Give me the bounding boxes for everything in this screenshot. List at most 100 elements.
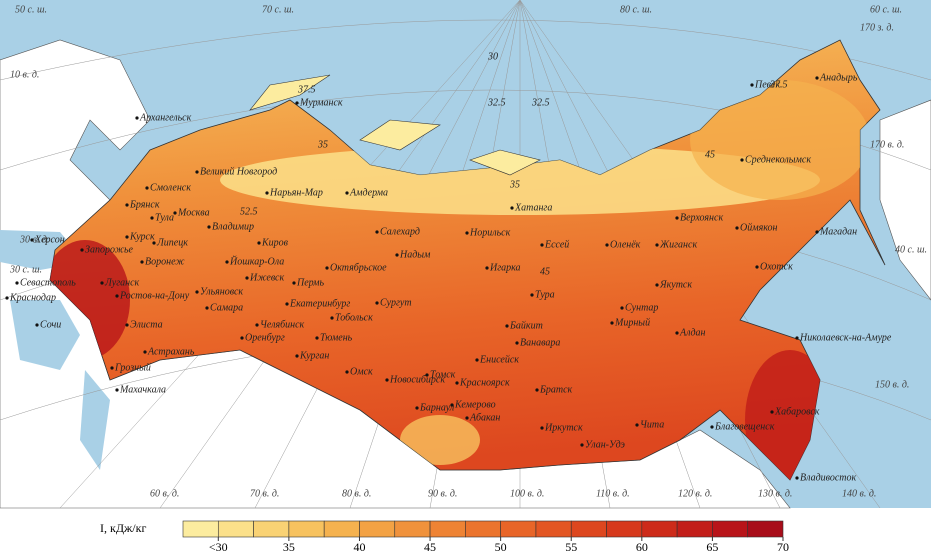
city-dot	[15, 281, 19, 285]
city-label: Алдан	[679, 327, 706, 338]
city-dot	[80, 248, 84, 252]
city-label: Охотск	[760, 261, 793, 272]
city-label: Братск	[539, 384, 573, 395]
city-label: Москва	[177, 207, 210, 218]
city-label: Анадырь	[819, 72, 858, 83]
city-dot	[485, 266, 489, 270]
isoline-label: 30	[487, 51, 498, 62]
city-label: Барнаул	[419, 402, 455, 413]
legend-tick-label: 35	[283, 540, 295, 554]
city-label: Енисейск	[479, 354, 519, 365]
city-label: Челябинск	[260, 319, 305, 330]
isoline-label: 35	[509, 179, 520, 190]
city-dot	[535, 388, 539, 392]
city-dot	[385, 378, 389, 382]
legend: I, кДж/кг <30 35 40 45 50 55 60 65 70	[100, 520, 789, 554]
city-label: Мирный	[614, 317, 650, 328]
city-label: Магадан	[819, 226, 857, 237]
city-label: Воронеж	[145, 256, 185, 267]
city-dot	[755, 265, 759, 269]
legend-swatch	[465, 520, 501, 538]
city-dot	[240, 336, 244, 340]
city-label: Луганск	[104, 277, 140, 288]
legend-swatch	[429, 520, 466, 538]
zone-mid	[690, 80, 870, 200]
zone-low	[400, 415, 480, 465]
city-label: Екатеринбург	[289, 298, 350, 309]
legend-swatch	[253, 520, 290, 538]
city-label: Грозный	[114, 362, 151, 373]
city-label: Оймякон	[740, 222, 778, 233]
legend-tick-label: 60	[636, 540, 648, 554]
city-dot	[710, 425, 714, 429]
city-dot	[315, 336, 319, 340]
legend-swatch	[747, 520, 784, 538]
isoline-label: 45	[540, 266, 550, 277]
graticule-label: 70 с. ш.	[262, 4, 294, 15]
city-dot	[740, 158, 744, 162]
city-dot	[620, 306, 624, 310]
city-label: Брянск	[129, 199, 160, 210]
graticule-label: 30 с. ш.	[9, 264, 42, 275]
city-dot	[465, 416, 469, 420]
city-label: Краснодар	[9, 292, 56, 303]
city-label: Ессей	[544, 239, 569, 250]
city-dot	[330, 316, 334, 320]
city-label: Певек	[754, 79, 780, 90]
graticule-label: 60 в. д.	[150, 488, 179, 499]
city-label: Махачкала	[119, 384, 166, 395]
legend-swatch	[217, 520, 254, 538]
city-dot	[265, 191, 269, 195]
graticule-label: 80 в. д.	[342, 488, 371, 499]
city-dot	[675, 331, 679, 335]
city-dot	[140, 260, 144, 264]
city-label: Верхоянск	[680, 212, 723, 223]
city-label: Курск	[129, 231, 155, 242]
isoline-label: 32.5	[531, 97, 550, 108]
graticule-label: 100 в. д.	[510, 488, 544, 499]
city-label: Иркутск	[544, 422, 583, 433]
city-label: Тула	[155, 212, 174, 223]
legend-swatch	[394, 520, 431, 538]
legend-swatch	[641, 520, 678, 538]
city-label: Благовещенск	[714, 421, 775, 432]
city-label: Томск	[430, 369, 456, 380]
city-dot	[425, 373, 429, 377]
graticule-label: 120 в. д.	[678, 488, 712, 499]
city-label: Оренбург	[245, 332, 285, 343]
city-dot	[207, 225, 211, 229]
legend-swatch	[712, 520, 749, 538]
graticule-label: 70 в. д.	[250, 488, 279, 499]
city-label: Великий Новгород	[200, 166, 277, 177]
graticule-label: 50 с. ш.	[15, 4, 47, 15]
city-dot	[635, 423, 639, 427]
city-label: Улан-Удэ	[585, 439, 626, 450]
city-dot	[35, 323, 39, 327]
graticule-label: 130 в. д.	[758, 488, 792, 499]
graticule-label: 170 в. д.	[870, 139, 904, 150]
isoline-label: 35	[317, 139, 328, 150]
city-label: Нарьян-Мар	[269, 187, 323, 198]
legend-tick-label: 55	[565, 540, 577, 554]
city-dot	[152, 241, 156, 245]
city-label: Якутск	[659, 279, 692, 290]
city-dot	[415, 406, 419, 410]
city-label: Николаевск-на-Амуре	[799, 332, 892, 343]
black-sea-east	[10, 300, 80, 370]
legend-swatch	[500, 520, 537, 538]
city-dot	[795, 476, 799, 480]
city-label: Липецк	[156, 237, 188, 248]
caspian-sea	[80, 370, 110, 470]
legend-swatch	[288, 520, 325, 538]
city-label: Смоленск	[150, 182, 191, 193]
legend-tick-label: 70	[777, 540, 789, 554]
city-dot	[292, 281, 296, 285]
city-label: Сунтар	[625, 302, 658, 313]
legend-swatch	[182, 520, 219, 538]
city-dot	[135, 116, 139, 120]
legend-tick-label: 50	[495, 540, 507, 554]
legend-swatch	[359, 520, 396, 538]
city-label: Тобольск	[335, 312, 373, 323]
city-dot	[610, 321, 614, 325]
city-label: Тюмень	[320, 332, 353, 343]
